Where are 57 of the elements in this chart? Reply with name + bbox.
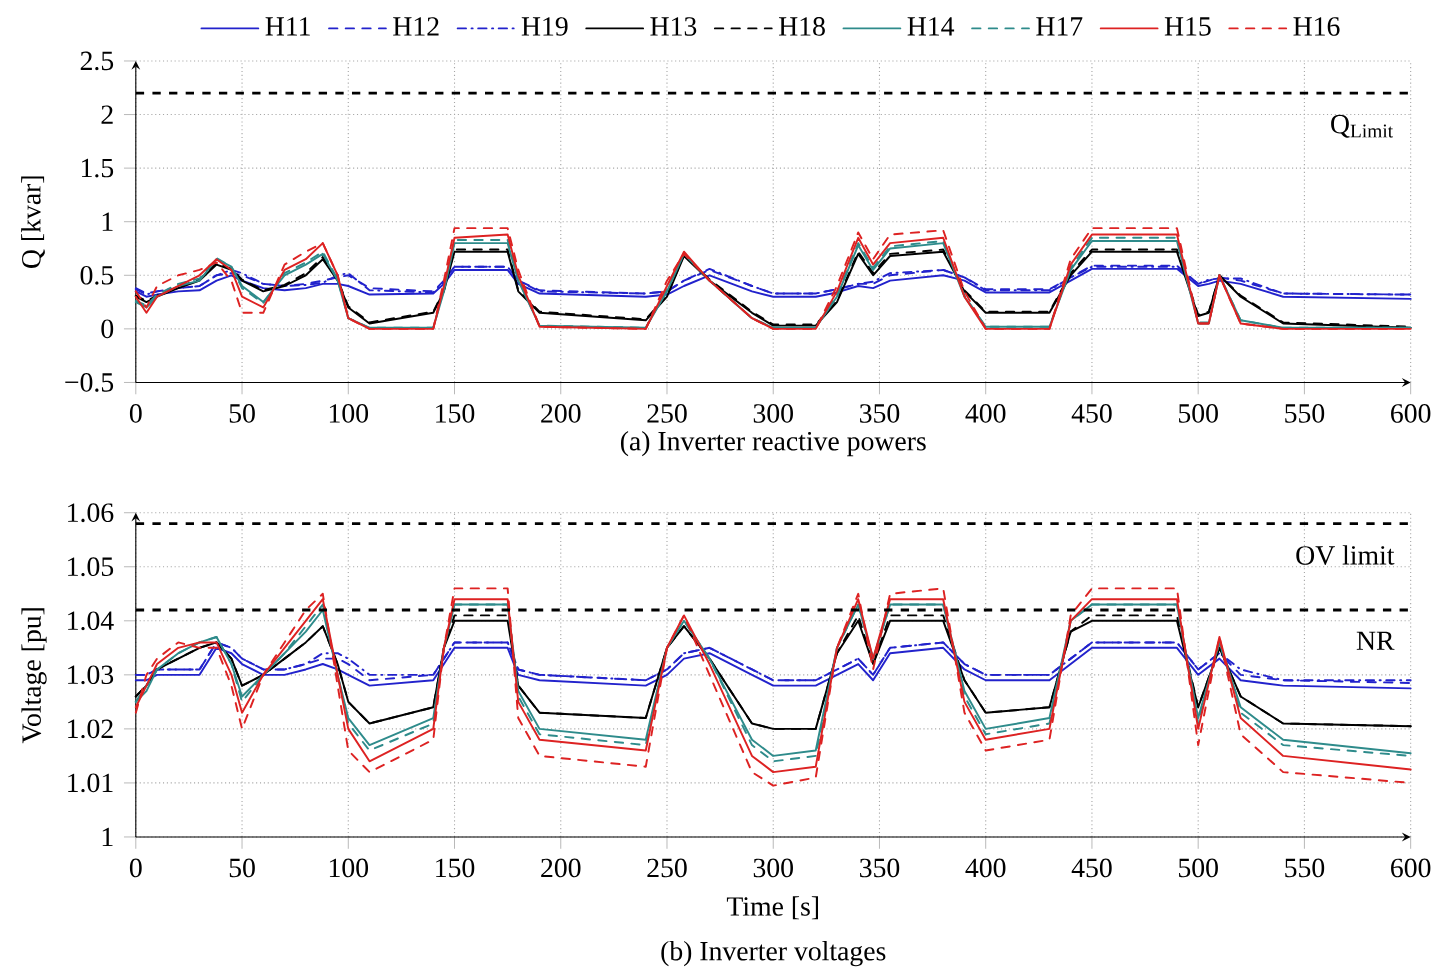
y-tick-label: 1.06 (68, 503, 114, 523)
y-tick-label: 0 (101, 319, 114, 339)
y-tick-label: 1.02 (68, 719, 113, 739)
x-tick-label: 0 (129, 858, 142, 878)
x-tick-label: 300 (753, 404, 793, 423)
y-tick-label: 1.01 (68, 773, 113, 793)
x-tick-label: 400 (965, 404, 1006, 423)
y-tick-label: 1.03 (68, 665, 114, 685)
x-axis-title: Time [s] (726, 896, 819, 920)
x-tick-label: 0 (129, 404, 142, 423)
ref-line-label: NR (1356, 631, 1395, 650)
x-tick-label: 150 (436, 404, 475, 423)
x-tick-label: 550 (1285, 858, 1325, 878)
legend-label: H18 (778, 17, 825, 36)
legend-label: H12 (393, 17, 439, 36)
x-tick-label: 600 (1391, 858, 1431, 878)
x-tick-label: 50 (229, 404, 255, 423)
x-tick-label: 50 (229, 858, 255, 878)
y-tick-label: 2 (101, 105, 113, 124)
x-tick-label: 100 (329, 404, 369, 423)
x-tick-label: 350 (860, 858, 900, 878)
x-tick-label: 150 (436, 858, 475, 878)
legend-label: H16 (1293, 17, 1340, 36)
legend-label: H14 (907, 17, 955, 36)
x-tick-label: 450 (1071, 404, 1112, 423)
y-tick-label: 1.5 (81, 158, 114, 178)
y-tick-label: 0.5 (80, 265, 114, 285)
y-tick-label: −0.5 (65, 373, 114, 392)
legend-label: H19 (521, 17, 568, 36)
y-axis-title: Q [kvar] (21, 176, 45, 269)
x-tick-label: 250 (647, 404, 687, 423)
legend-label: H15 (1164, 17, 1211, 36)
y-tick-label: 2.5 (80, 51, 114, 71)
x-tick-label: 450 (1071, 858, 1112, 878)
x-tick-label: 550 (1285, 404, 1325, 423)
x-tick-label: 250 (647, 858, 687, 878)
legend-label: H11 (265, 17, 310, 36)
y-tick-label: 1.04 (68, 611, 114, 631)
ref-line-label: Q$_{Limit}$ (1331, 114, 1393, 138)
x-tick-label: 600 (1391, 404, 1431, 423)
y-tick-label: 1.05 (68, 557, 114, 577)
x-tick-label: 200 (541, 858, 581, 878)
x-tick-label: 500 (1179, 858, 1218, 878)
x-tick-label: 100 (329, 858, 369, 878)
legend-label: H13 (650, 17, 697, 36)
text: (a) Inverter reactive powers (620, 431, 926, 457)
x-tick-label: 400 (965, 858, 1006, 878)
x-tick-label: 200 (541, 404, 581, 423)
ref-line-label: OV limit (1296, 545, 1395, 566)
x-tick-label: 500 (1179, 404, 1218, 423)
y-tick-label: 1 (102, 827, 113, 847)
x-tick-label: 300 (753, 858, 793, 878)
x-tick-label: 350 (860, 404, 900, 423)
y-tick-label: 1 (102, 212, 113, 231)
text: (b) Inverter voltages (661, 941, 886, 967)
legend-label: H17 (1036, 17, 1083, 36)
y-axis-title: Voltage [pu] (21, 608, 47, 744)
